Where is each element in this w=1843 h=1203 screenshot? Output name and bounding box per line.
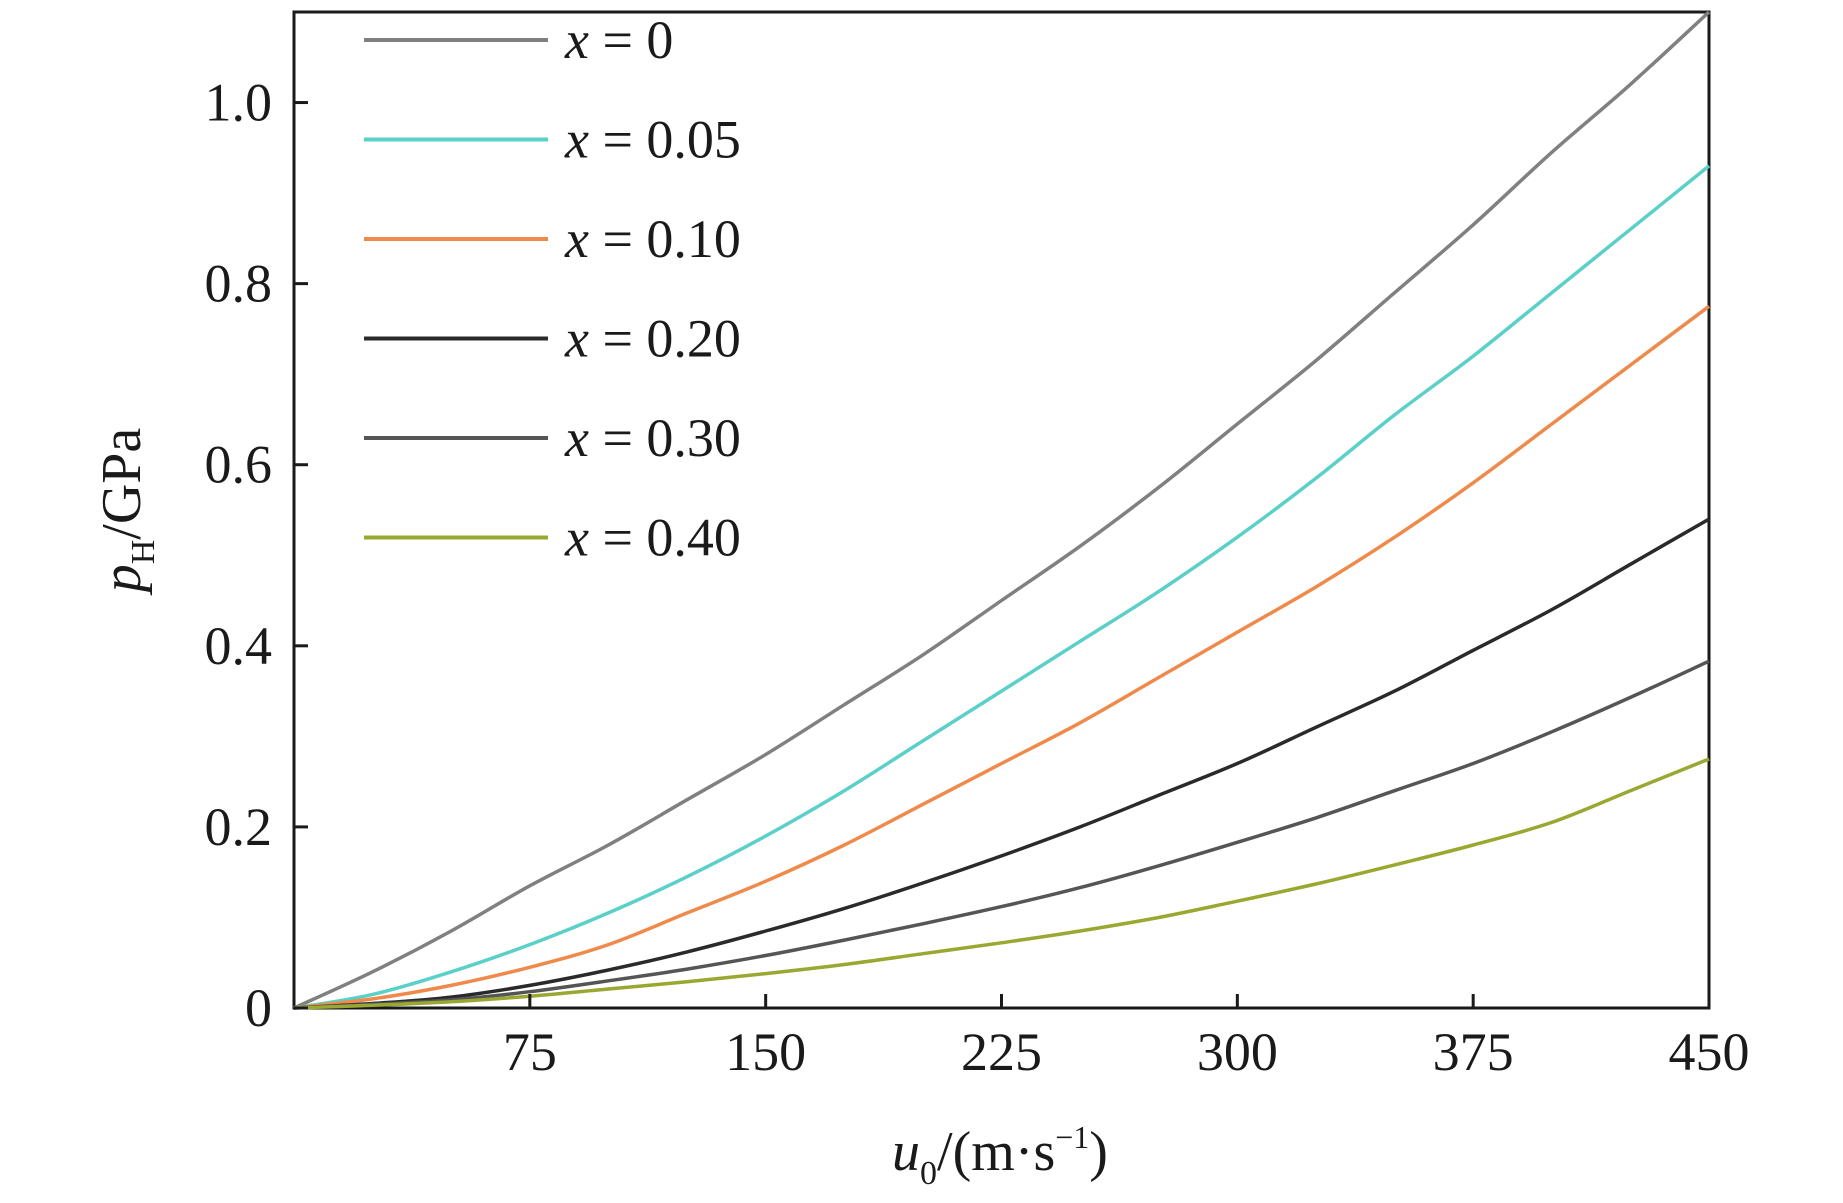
legend-label-5: x = 0.40 — [564, 508, 741, 568]
y-tick-label-0: 0 — [245, 978, 272, 1038]
legend-label-0: x = 0 — [564, 10, 673, 70]
x-tick-label-1: 150 — [725, 1022, 806, 1082]
legend-label-3: x = 0.20 — [564, 309, 741, 369]
series-line-4 — [293, 659, 1710, 1010]
y-tick-label-2: 0.4 — [205, 616, 273, 676]
series-line-1 — [293, 164, 1711, 1010]
y-tick-label-1: 0.2 — [205, 797, 273, 857]
series-line-0 — [293, 10, 1711, 1010]
series-line-2 — [293, 304, 1711, 1010]
x-tick-label-5: 450 — [1669, 1022, 1750, 1082]
legend-label-1: x = 0.05 — [564, 110, 741, 170]
legend-label-2: x = 0.10 — [564, 209, 741, 269]
x-tick-label-2: 225 — [961, 1022, 1042, 1082]
series-layer — [293, 10, 1711, 1010]
ticks-layer: 75 150 225 300 375 450 0 0.2 0.4 0.6 0.8 1.0 — [205, 73, 1750, 1082]
x-tick-label-0: 75 — [503, 1022, 557, 1082]
y-tick-label-3: 0.6 — [205, 435, 273, 495]
y-tick-label-4: 0.8 — [205, 254, 273, 314]
series-line-5 — [293, 757, 1710, 1010]
series-line-3 — [293, 517, 1710, 1010]
x-tick-label-4: 375 — [1433, 1022, 1514, 1082]
legend-label-4: x = 0.30 — [564, 408, 741, 468]
plot-frame — [292, 10, 1711, 1010]
y-axis-title: pH/GPa — [91, 428, 162, 597]
x-tick-label-3: 300 — [1197, 1022, 1278, 1082]
x-axis-title: u0/(m·s−1) — [892, 1119, 1108, 1192]
legend: x = 0 x = 0.05 x = 0.10 x = 0.20 x = 0.30 x =… — [364, 10, 741, 568]
y-tick-label-5: 1.0 — [205, 73, 273, 133]
